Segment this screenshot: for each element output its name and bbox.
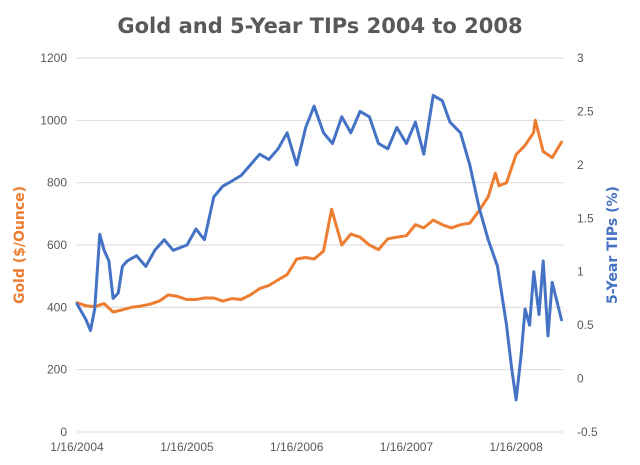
x-tick-label: 1/16/2007 <box>380 440 434 454</box>
x-tick-label: 1/16/2004 <box>50 440 104 454</box>
x-axis-ticks: 1/16/2004 1/16/2005 1/16/2006 1/16/2007 1/16… <box>50 440 543 454</box>
x-tick-label: 1/16/2006 <box>270 440 324 454</box>
right-tick-label: 3 <box>577 51 584 65</box>
left-tick-label: 600 <box>47 238 67 252</box>
right-axis-title: 5-Year TIPs (%) <box>605 186 621 304</box>
right-tick-label: 1.5 <box>577 211 594 225</box>
left-axis-title: Gold ($/Ounce) <box>12 186 28 304</box>
right-tick-label: 0.5 <box>577 318 594 332</box>
right-tick-label: 2.5 <box>577 104 594 118</box>
chart-title: Gold and 5-Year TIPs 2004 to 2008 <box>117 14 522 38</box>
left-tick-label: 200 <box>47 363 67 377</box>
left-axis-ticks: 0 200 400 600 800 1000 1200 <box>40 51 67 439</box>
series-layer <box>75 93 563 402</box>
x-tick-label: 1/16/2008 <box>489 440 543 454</box>
right-tick-label: 1 <box>577 265 584 279</box>
left-tick-label: 1200 <box>40 51 67 65</box>
gold-series-line <box>75 118 563 314</box>
x-tick-label: 1/16/2005 <box>160 440 214 454</box>
right-tick-label: 0 <box>577 372 584 386</box>
left-tick-label: 400 <box>47 300 67 314</box>
right-tick-label: -0.5 <box>577 425 598 439</box>
left-tick-label: 0 <box>60 425 67 439</box>
right-axis-ticks: -0.5 0 0.5 1 1.5 2 2.5 3 <box>577 51 598 439</box>
left-tick-label: 1000 <box>40 113 67 127</box>
tips-series-line <box>75 93 563 402</box>
left-tick-label: 800 <box>47 176 67 190</box>
right-tick-label: 2 <box>577 158 584 172</box>
